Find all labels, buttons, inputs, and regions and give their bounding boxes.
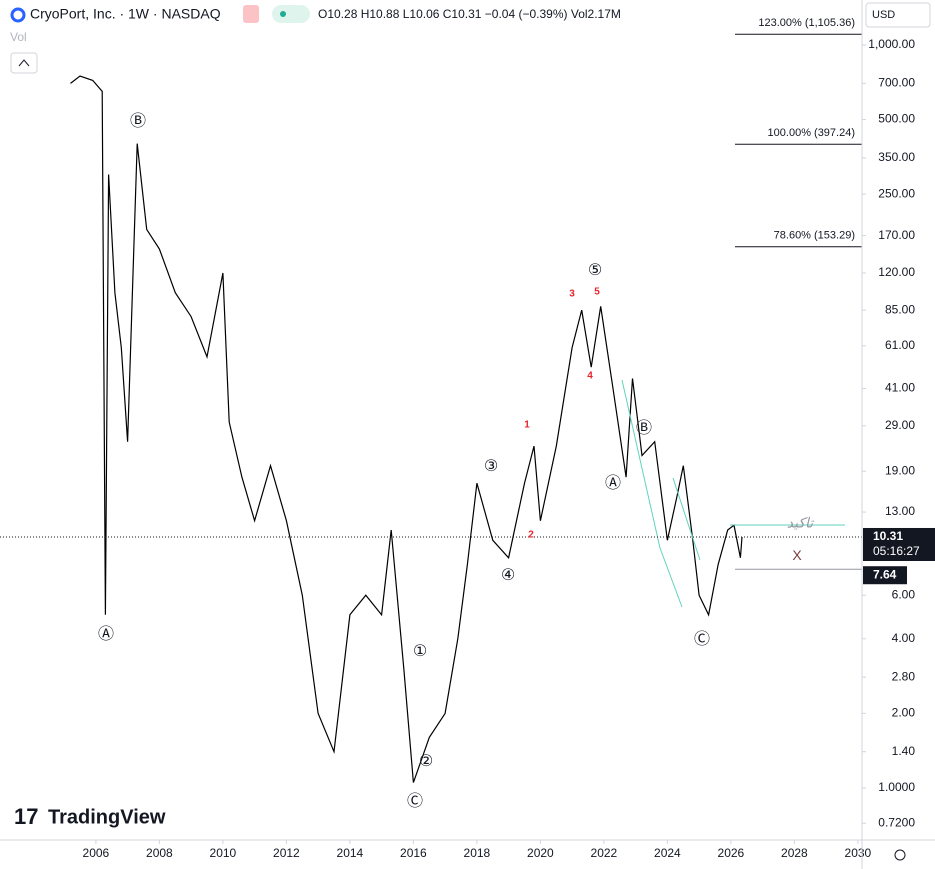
y-tick-label: 1.40 [892,744,916,758]
fib-label: 123.00% (1,105.36) [758,17,855,29]
y-tick-label: 500.00 [878,112,915,126]
y-tick-label: 41.00 [885,381,915,395]
currency-button[interactable] [865,2,931,28]
wave-label: 5 [594,287,600,298]
y-tick-label: 2.80 [892,669,916,683]
ohlc: O10.28 H10.88 L10.06 C10.31 −0.04 (−0.39… [318,7,621,21]
y-tick-label: 170.00 [878,228,915,242]
x-tick-label: 2024 [654,846,681,860]
level-price: 7.64 [873,567,897,581]
symbol-icon [10,7,26,23]
brand: TradingView [48,806,166,828]
wave-label: 1 [524,420,530,431]
x-tick-label: 2016 [400,846,427,860]
status-badge[interactable] [272,5,310,23]
wave-label: Ⓑ [130,112,146,130]
price-line [70,75,743,783]
x-tick-label: 2014 [337,846,364,860]
confirm-note: تاكید [787,515,816,531]
wave-label: ④ [501,567,515,584]
x-tick-label: 2006 [83,846,110,860]
x-tick-label: 2030 [845,846,872,860]
wave-label: 4 [587,371,593,382]
wave-label: Ⓐ [605,474,621,492]
level-badge [863,566,907,585]
x-tick-label: 2018 [464,846,491,860]
currency: USD [872,9,895,21]
x-tick-label: 2020 [527,846,554,860]
y-tick-label: 1.0000 [878,780,915,794]
wave-label: ③ [484,458,498,475]
last-price-badge [863,527,935,561]
y-tick-label: 85.00 [885,302,915,316]
x-tick-label: 2010 [210,846,237,860]
wave-label: ① [413,643,427,660]
y-tick-label: 1,000.00 [868,37,915,51]
wave-label: 2 [528,530,534,541]
y-tick-label: 4.00 [892,631,916,645]
x-tick-label: 2026 [718,846,745,860]
y-tick-label: 61.00 [885,338,915,352]
symbol-title: CryoPort, Inc. · 1W · NASDAQ [30,6,221,22]
wave-label: ② [419,753,433,770]
x-tick-label: 2008 [146,846,173,860]
status-dot [280,11,286,17]
trend-line [659,547,683,608]
y-tick-label: 120.00 [878,265,915,279]
y-tick-label: 13.00 [885,504,915,518]
x-tick-label: 2012 [273,846,300,860]
y-tick-label: 250.00 [878,186,915,200]
wave-label: 3 [569,289,575,300]
y-tick-label: 6.00 [892,587,916,601]
wave-label: Ⓑ [636,419,652,437]
wave-label: ⑤ [588,262,602,279]
y-tick-label: 700.00 [878,76,915,90]
collapse-button[interactable] [10,52,38,74]
wave-label: Ⓒ [694,630,710,648]
y-tick-label: 0.7200 [878,815,915,829]
wave-label: Ⓒ [407,792,423,810]
last-price: 10.31 [873,529,903,543]
x-tick-label: 2028 [781,846,808,860]
trend-line [672,477,701,561]
alert-badge[interactable] [243,5,259,23]
fib-label: 100.00% (397.24) [768,127,855,139]
brand-mark: 17 [14,804,38,829]
trend-line [621,379,661,549]
wave-label: Ⓐ [98,625,114,643]
y-tick-label: 2.00 [892,706,916,720]
countdown: 05:16:27 [873,544,920,558]
x-tick-label: 2022 [591,846,618,860]
y-tick-label: 29.00 [885,418,915,432]
volume-label: Vol [10,30,27,44]
level-note: X [792,547,802,563]
y-tick-label: 350.00 [878,150,915,164]
settings-icon[interactable] [894,849,906,861]
collapse-icon [18,59,30,67]
y-tick-label: 19.00 [885,463,915,477]
fib-label: 78.60% (153.29) [774,230,855,242]
